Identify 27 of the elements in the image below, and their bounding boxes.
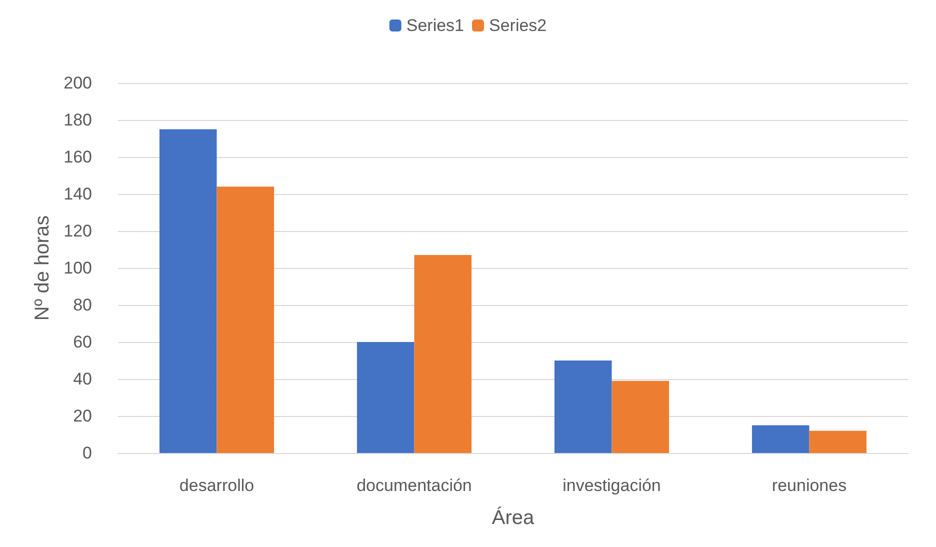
x-axis-title: Área	[492, 506, 535, 529]
y-tick-label: 160	[64, 148, 92, 166]
bar	[159, 129, 217, 453]
y-tick-label: 0	[82, 444, 92, 462]
bar	[414, 255, 472, 453]
bar	[612, 380, 670, 453]
bar	[752, 425, 810, 453]
y-tick-label: 200	[64, 74, 92, 92]
bar	[216, 186, 274, 453]
bar	[554, 360, 612, 453]
x-tick-label: reuniones	[772, 476, 847, 495]
bar	[356, 342, 414, 453]
legend-label: Series1	[406, 16, 464, 35]
x-tick-label: desarrollo	[179, 476, 254, 495]
y-tick-label: 60	[73, 332, 92, 352]
legend-label: Series2	[489, 16, 547, 35]
y-tick-label: 140	[64, 184, 92, 204]
y-tick-label: 180	[64, 110, 92, 130]
y-axis-title: Nº de horas	[32, 215, 54, 321]
x-tick-label: documentación	[356, 476, 472, 495]
y-tick-label: 120	[64, 222, 92, 240]
y-tick-label: 40	[73, 370, 92, 388]
y-tick-label: 100	[64, 258, 92, 278]
x-tick-label: investigación	[562, 476, 661, 495]
bar	[809, 430, 867, 453]
y-tick-label: 20	[73, 406, 92, 426]
y-tick-label: 80	[73, 296, 92, 314]
